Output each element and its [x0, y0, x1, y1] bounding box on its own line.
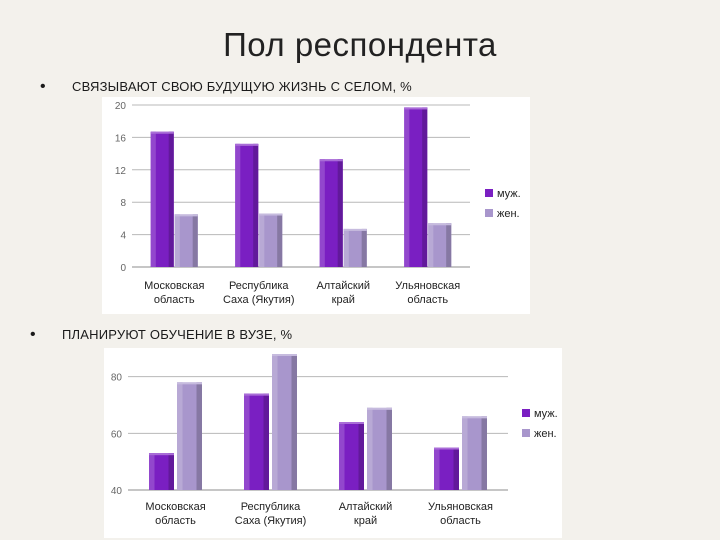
chart-2-category-label: Республика [241, 501, 301, 513]
chart-2-category-label: область [440, 515, 481, 527]
chart-2-category-label: Ульяновская [428, 501, 493, 513]
chart-1-category-label: Алтайский [316, 280, 370, 292]
chart-1-legend-swatch [485, 189, 493, 197]
chart-1-category-label: Саха (Якутия) [223, 294, 295, 306]
chart-2-legend-label: жен. [534, 428, 557, 440]
chart-2-bar-male [149, 453, 174, 490]
chart-1-category-label: край [332, 294, 355, 306]
chart-1-y-tick-label: 12 [115, 166, 127, 177]
chart-2-legend-label: муж. [534, 408, 558, 420]
chart-2: 40 60 80 Московская область Республика Саха (Я… [111, 354, 558, 527]
chart-2-y-tick-label: 40 [111, 486, 123, 497]
bullet-chart-2: • ПЛАНИРУЮТ ОБУЧЕНИЕ В ВУЗЕ, % [30, 326, 293, 343]
chart-2-category-label: Московская [145, 501, 205, 513]
chart-1-bar-female [428, 223, 452, 267]
chart-1-bar-female [259, 213, 283, 267]
chart-1-category-label: Республика [229, 280, 289, 292]
chart-1-category-label: область [407, 294, 448, 306]
chart-1-category-label: Ульяновская [395, 280, 460, 292]
chart-1-y-tick-label: 16 [115, 133, 127, 144]
chart-1: 0 4 8 12 16 20 Московская область Республика Саха… [115, 101, 521, 306]
chart-2-category-label: область [155, 515, 196, 527]
chart-1-category-label: Московская [144, 280, 204, 292]
bullet-chart-1: • СВЯЗЫВАЮТ СВОЮ БУДУЩУЮ ЖИЗНЬ С СЕЛОМ, … [40, 78, 412, 95]
chart-2-bar-female [462, 416, 487, 490]
chart-2-bar-male [244, 393, 269, 490]
chart-1-y-tick-label: 0 [120, 263, 126, 274]
chart-2-bar-female [367, 407, 392, 490]
chart-1-y-tick-label: 4 [120, 231, 126, 242]
chart-1-y-tick-label: 8 [120, 198, 126, 209]
chart-2-y-tick-label: 60 [111, 429, 123, 440]
chart-2-bar-female [272, 354, 297, 490]
chart-2-panel: 40 60 80 Московская область Республика Саха (Я… [104, 348, 562, 538]
slide-title: Пол респондента [223, 26, 497, 63]
chart-2-legend-swatch [522, 429, 530, 437]
chart-1-bar-male [319, 159, 343, 267]
bullet-dot: • [30, 326, 36, 343]
chart-2-category-label: край [354, 515, 377, 527]
chart-2-bar-male [339, 422, 364, 490]
chart-1-bar-female [343, 228, 367, 267]
chart-1-heading: СВЯЗЫВАЮТ СВОЮ БУДУЩУЮ ЖИЗНЬ С СЕЛОМ, % [72, 79, 412, 94]
chart-1-bar-male [235, 143, 259, 267]
chart-2-heading: ПЛАНИРУЮТ ОБУЧЕНИЕ В ВУЗЕ, % [62, 327, 293, 342]
chart-2-category-label: Саха (Якутия) [235, 515, 307, 527]
chart-1-category-label: область [154, 294, 195, 306]
chart-2-category-label: Алтайский [339, 501, 393, 513]
chart-1-bar-female [174, 214, 198, 267]
chart-1-legend-label: муж. [497, 188, 521, 200]
bullet-dot: • [40, 78, 46, 95]
chart-1-legend-label: жен. [497, 208, 520, 220]
chart-1-legend-swatch [485, 209, 493, 217]
chart-1-bar-male [150, 131, 174, 267]
chart-2-bar-female [177, 382, 202, 490]
chart-2-y-tick-label: 80 [111, 373, 123, 384]
chart-2-bar-male [434, 447, 459, 490]
chart-1-y-tick-label: 20 [115, 101, 127, 112]
chart-1-bar-male [404, 107, 428, 268]
chart-2-legend-swatch [522, 409, 530, 417]
chart-1-panel: 0 4 8 12 16 20 Московская область Республика Саха… [102, 97, 530, 314]
